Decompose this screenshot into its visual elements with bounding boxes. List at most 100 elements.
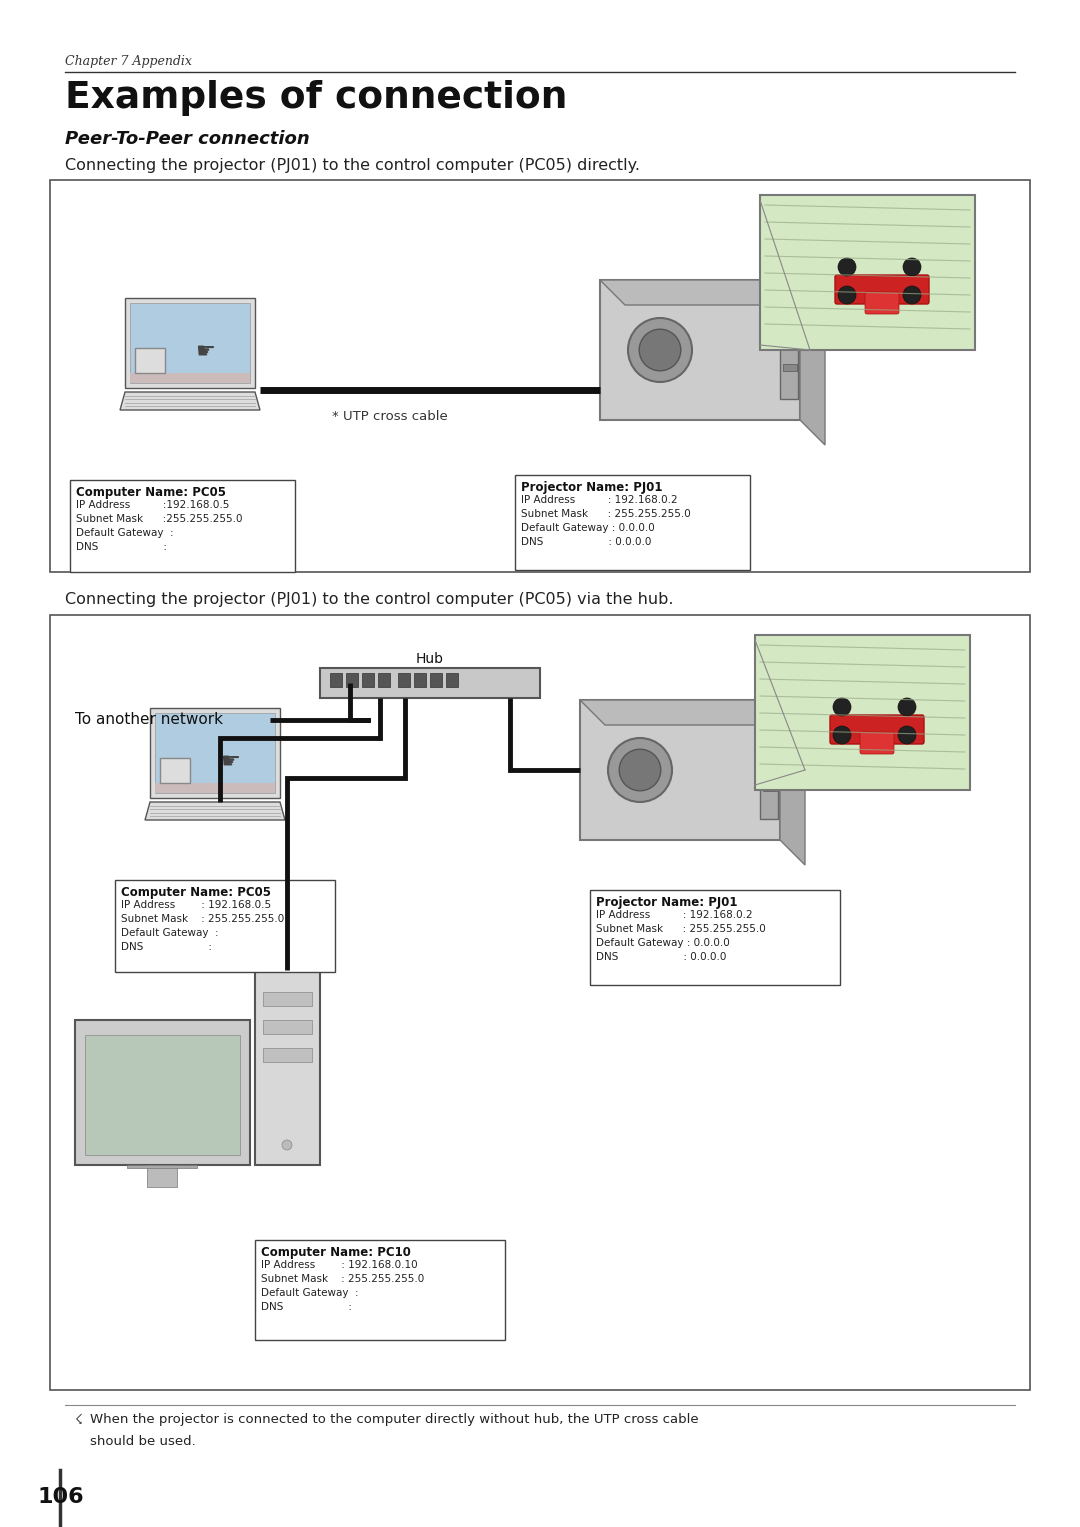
Text: Computer Name: PC10: Computer Name: PC10 [261,1246,410,1258]
FancyBboxPatch shape [831,715,924,744]
Text: IP Address          : 192.168.0.2: IP Address : 192.168.0.2 [521,495,677,505]
Bar [762,722,777,728]
Bar [600,279,800,420]
Bar [783,302,797,308]
Bar [378,673,390,687]
Polygon shape [120,392,260,411]
Circle shape [903,258,921,276]
Bar [156,713,275,793]
Bar [346,673,357,687]
Bar [264,1020,312,1034]
Text: * UTP cross cable: * UTP cross cable [333,411,448,423]
Bar [130,302,249,383]
Text: DNS                    : 0.0.0.0: DNS : 0.0.0.0 [596,951,727,962]
Bar [125,298,255,388]
Text: Peer-To-Peer connection: Peer-To-Peer connection [65,130,310,148]
Bar [515,475,750,570]
Bar [590,890,840,985]
Polygon shape [600,279,825,305]
Text: DNS                    :: DNS : [76,542,167,551]
Bar [783,333,797,341]
Circle shape [833,725,851,744]
Bar [156,783,275,793]
Bar [320,667,540,698]
Text: DNS                    :: DNS : [121,942,212,951]
Bar [580,699,780,840]
Circle shape [833,698,851,716]
Circle shape [627,318,692,382]
Text: IP Address          :192.168.0.5: IP Address :192.168.0.5 [76,499,229,510]
Text: Computer Name: PC05: Computer Name: PC05 [121,886,271,899]
Text: Subnet Mask    : 255.255.255.0: Subnet Mask : 255.255.255.0 [121,915,284,924]
Polygon shape [780,699,805,864]
Text: DNS                    : 0.0.0.0: DNS : 0.0.0.0 [521,538,651,547]
Text: Examples of connection: Examples of connection [65,79,567,116]
Text: IP Address        : 192.168.0.5: IP Address : 192.168.0.5 [121,899,271,910]
Text: Chapter 7 Appendix: Chapter 7 Appendix [65,55,192,69]
Text: Default Gateway  :: Default Gateway : [261,1287,359,1298]
Bar [50,615,1030,1390]
Bar [755,635,970,789]
Bar [135,348,165,373]
Text: Default Gateway  :: Default Gateway : [121,928,218,938]
Text: IP Address          : 192.168.0.2: IP Address : 192.168.0.2 [596,910,753,919]
Bar [255,970,320,1165]
Text: ☛: ☛ [195,342,215,362]
FancyBboxPatch shape [860,731,894,754]
Text: Subnet Mask      :255.255.255.0: Subnet Mask :255.255.255.0 [76,515,243,524]
Text: To another network: To another network [75,713,222,727]
Text: ☛: ☛ [220,751,240,773]
FancyBboxPatch shape [865,292,899,315]
Text: Default Gateway : 0.0.0.0: Default Gateway : 0.0.0.0 [596,938,730,948]
Bar [255,1240,505,1341]
Text: DNS                    :: DNS : [261,1303,352,1312]
Bar [783,363,797,371]
Bar [760,195,975,350]
Text: Computer Name: PC05: Computer Name: PC05 [76,486,226,499]
Bar [150,709,280,799]
Circle shape [903,286,921,304]
Text: Subnet Mask    : 255.255.255.0: Subnet Mask : 255.255.255.0 [261,1274,424,1284]
Bar [70,479,295,573]
Bar [264,993,312,1006]
Text: Connecting the projector (PJ01) to the control computer (PC05) directly.: Connecting the projector (PJ01) to the c… [65,157,640,173]
Bar [446,673,458,687]
Bar [85,1035,240,1154]
Circle shape [838,258,856,276]
Text: IP Address        : 192.168.0.10: IP Address : 192.168.0.10 [261,1260,418,1270]
Bar [50,180,1030,573]
Circle shape [639,330,680,371]
Bar [430,673,442,687]
Circle shape [608,738,672,802]
Text: Subnet Mask      : 255.255.255.0: Subnet Mask : 255.255.255.0 [596,924,766,935]
Bar [414,673,426,687]
Text: Hub: Hub [416,652,444,666]
Bar [399,673,410,687]
Circle shape [897,698,916,716]
Text: Default Gateway  :: Default Gateway : [76,528,174,538]
Bar [75,1020,249,1165]
FancyBboxPatch shape [835,275,929,304]
Text: When the projector is connected to the computer directly without hub, the UTP cr: When the projector is connected to the c… [90,1412,699,1426]
Bar [762,783,777,791]
Polygon shape [580,699,805,725]
Text: Connecting the projector (PJ01) to the control computer (PC05) via the hub.: Connecting the projector (PJ01) to the c… [65,592,674,608]
Bar [127,1165,197,1168]
Bar [762,753,777,760]
Bar [760,721,778,818]
Text: ☇: ☇ [75,1412,83,1428]
Text: 106: 106 [38,1487,84,1507]
Polygon shape [800,279,825,444]
Text: Default Gateway : 0.0.0.0: Default Gateway : 0.0.0.0 [521,524,654,533]
Circle shape [838,286,856,304]
Bar [264,1048,312,1061]
Bar [362,673,374,687]
Bar [130,373,249,383]
Circle shape [897,725,916,744]
Bar [147,1165,177,1186]
Polygon shape [145,802,285,820]
Text: Projector Name: PJ01: Projector Name: PJ01 [521,481,662,495]
Bar [160,757,190,783]
Bar [114,880,335,973]
Bar [330,673,342,687]
